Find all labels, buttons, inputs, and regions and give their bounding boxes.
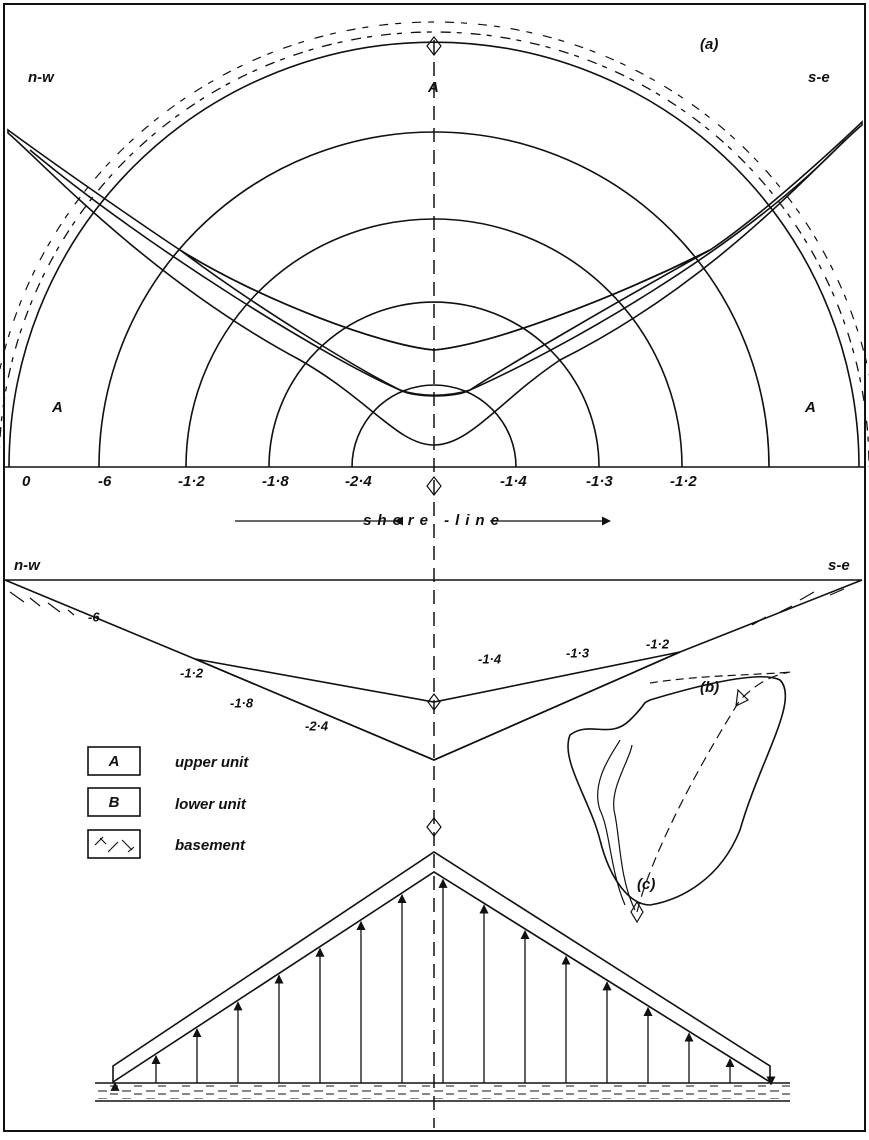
panel-c [95,818,790,1101]
base-layer-fill [95,1085,790,1099]
direction-label: s-e [808,69,830,86]
panel-a: (a) n-w s-e A A A shore -line [0,22,869,529]
page: {"panel_a":{"label":"(a)","corner_labels… [0,0,869,1135]
lake-outline [568,677,785,905]
panel-label: (c) [637,876,655,893]
panel-label: (a) [700,36,718,53]
scale-label: -6 [98,473,112,490]
legend-symbol: A [108,753,120,770]
depth-label: -2·4 [305,718,329,733]
depth-label: -1·4 [478,651,502,666]
direction-label: n-w [28,69,55,86]
section-trace [637,672,790,912]
depth-label: -1·3 [566,645,590,660]
depth-label: -1·8 [230,695,254,710]
scale-label: -1·3 [586,473,613,490]
scale-label: 0 [22,473,31,490]
contour [186,219,682,467]
zone-label: A [51,399,63,416]
legend-label: upper unit [175,754,249,771]
boundary [30,140,845,395]
legend-symbol: B [109,794,120,811]
raised-layer [113,852,770,1082]
figure: (a) n-w s-e A A A shore -line (b) n-w s-… [0,0,869,1135]
scale-label: -1·4 [500,473,527,490]
scale-label: -1·2 [670,473,697,490]
direction-label: n-w [14,557,41,574]
depth-label: -1·2 [646,636,670,651]
lake-contour [614,745,635,910]
lower-unit [180,250,710,396]
scale-label: -2·4 [345,473,372,490]
legend: A B upper unit lower unit basement [88,747,249,858]
direction-label: s-e [828,557,850,574]
depth-label: -1·2 [180,665,204,680]
panel-label: (b) [700,679,719,696]
legend-label: basement [175,837,246,854]
basement-symbol [95,837,134,852]
zone-label: A [427,79,439,96]
inset-map: (c) [568,672,790,922]
lake-contour [598,740,625,905]
basement-dashes [10,589,844,625]
scale-label: -1·2 [178,473,205,490]
legend-label: lower unit [175,796,247,813]
zone-label: A [804,399,816,416]
shore-line-label: shore -line [363,512,505,529]
depth-label: -6 [88,609,100,624]
scale-label: -1·8 [262,473,289,490]
